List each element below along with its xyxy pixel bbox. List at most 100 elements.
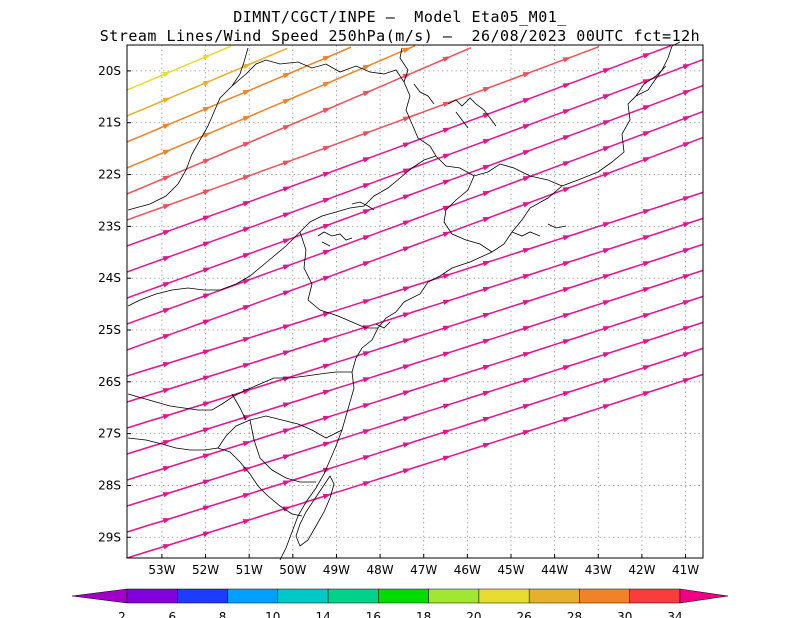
streamline-arrow	[562, 391, 572, 397]
streamline-arrow	[322, 467, 332, 474]
streamline-arrow	[242, 337, 252, 343]
streamline-arrow	[162, 440, 172, 446]
lon-tick-label: 42W	[628, 563, 655, 577]
streamline-arrow	[282, 480, 292, 486]
streamline-arrow	[522, 352, 532, 358]
streamline-arrow	[162, 492, 172, 498]
streamline-arrow	[162, 362, 172, 368]
streamline-arrow	[322, 415, 332, 422]
streamline-arrow	[642, 339, 652, 345]
streamline-arrow	[442, 101, 452, 108]
streamline-arrow	[522, 201, 532, 208]
lat-tick-label: 20S	[98, 64, 121, 78]
streamline-arrow	[482, 286, 492, 293]
streamline-arrow	[642, 313, 652, 319]
streamline-arrow	[482, 312, 492, 319]
streamline-arrow	[562, 339, 572, 345]
streamline-arrow	[362, 261, 372, 267]
streamline-arrow	[482, 138, 492, 145]
colorbar-segment	[277, 588, 329, 604]
streamline-arrow	[642, 131, 652, 137]
streamlines	[126, 44, 704, 559]
streamline-arrow	[322, 171, 332, 178]
streamline-arrow	[682, 248, 692, 254]
state-border	[127, 231, 301, 307]
streamline-arrow	[602, 248, 612, 254]
lon-tick-label: 47W	[410, 563, 437, 577]
streamline-arrow	[242, 201, 252, 207]
streamline-arrow	[402, 194, 412, 200]
streamline-arrow	[682, 300, 692, 306]
colorbar-segment	[177, 588, 228, 604]
streamline-arrow	[362, 481, 372, 487]
streamline-arrow	[282, 238, 292, 244]
streamline-arrow	[162, 334, 172, 340]
streamline-arrow	[682, 142, 692, 148]
colorbar-label: 8	[219, 610, 227, 618]
streamline-arrow	[402, 286, 412, 292]
streamline-arrow	[322, 81, 332, 88]
coastline-borders	[127, 41, 681, 561]
streamline-arrow	[562, 161, 572, 167]
streamline	[126, 191, 704, 377]
lat-tick-label: 22S	[98, 168, 121, 182]
lat-tick-label: 28S	[98, 478, 121, 492]
lon-tick-label: 45W	[497, 563, 524, 577]
streamline-arrow	[202, 453, 212, 459]
streamline-arrow	[162, 149, 172, 156]
streamline-arrow	[442, 127, 452, 134]
colorbar-label: 28	[567, 610, 582, 618]
streamline-arrow	[442, 231, 452, 238]
streamline-arrow	[442, 153, 452, 160]
streamline-arrow	[442, 325, 452, 331]
lon-tick-label: 49W	[323, 563, 350, 577]
streamline-arrow	[162, 204, 172, 210]
streamline-arrow	[282, 186, 292, 192]
lon-tick-label: 50W	[279, 563, 306, 577]
streamline-arrow	[682, 196, 692, 202]
streamline-arrow	[242, 141, 252, 148]
colorbar-label: 16	[366, 610, 381, 618]
lon-tick-label: 44W	[541, 563, 568, 577]
streamline-arrow	[602, 172, 612, 178]
streamline-arrow	[602, 146, 612, 152]
streamline-arrow	[162, 230, 172, 236]
streamline-arrow	[482, 164, 492, 171]
gridlines	[127, 45, 703, 558]
streamline-arrow	[602, 222, 612, 228]
streamline	[126, 373, 704, 559]
streamline	[126, 110, 704, 325]
streamline-arrow	[602, 404, 612, 410]
streamline-arrow	[562, 83, 572, 89]
streamline-arrow	[242, 519, 252, 525]
streamline-arrow	[442, 455, 452, 461]
streamline	[126, 217, 704, 403]
streamline	[126, 84, 704, 299]
streamline	[126, 243, 704, 429]
streamline-arrow	[322, 363, 332, 370]
lon-tick-label: 43W	[585, 563, 612, 577]
colorbar-segment	[126, 588, 178, 604]
streamline-arrow	[522, 326, 532, 332]
streamline-arrow	[602, 326, 612, 332]
streamline-arrow	[202, 158, 212, 165]
streamline-arrow	[362, 90, 372, 97]
streamline-arrow	[282, 376, 292, 382]
streamline-arrow	[322, 55, 332, 62]
streamline-arrow	[242, 493, 252, 499]
streamline-arrow	[402, 364, 412, 370]
streamline-arrow	[402, 246, 412, 252]
streamline-arrow	[482, 190, 492, 197]
streamline-arrow	[682, 352, 692, 358]
lon-tick-label: 48W	[367, 563, 394, 577]
streamline-arrow	[442, 299, 452, 305]
longitude-labels: 53W 52W 51W 50W 49W 48W 47W 46W 45W 44W 43W 42W 41W	[148, 554, 699, 577]
streamline-arrow	[562, 417, 572, 423]
colorbar-label: 6	[168, 610, 176, 618]
streamline-arrow	[522, 97, 532, 104]
lon-tick-label: 51W	[236, 563, 263, 577]
state-border	[299, 231, 378, 329]
state-border	[249, 419, 316, 483]
streamline-arrow	[162, 123, 172, 130]
